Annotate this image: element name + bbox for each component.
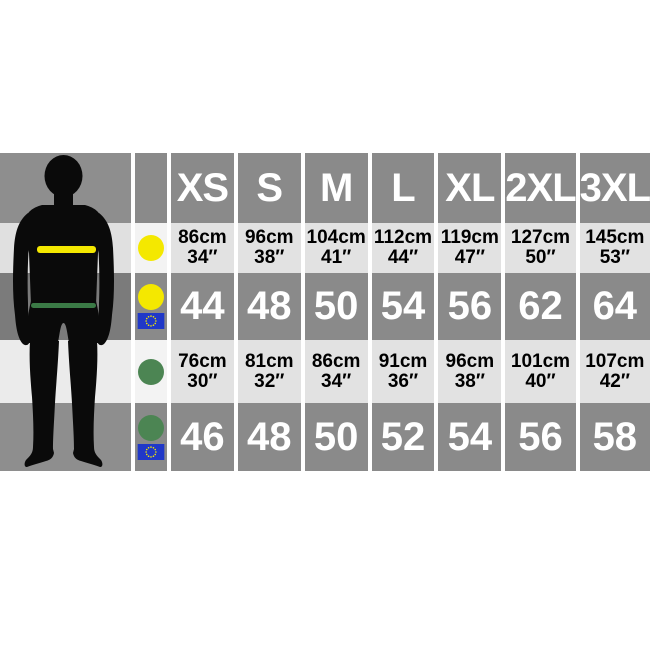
waist-cm-cell: 107cm 42″ [579,340,650,403]
chest-eu-cell: 50 [304,273,368,340]
chest-eu-cell: 54 [371,273,435,340]
chest-cm-value: 104cm [306,227,366,248]
panel-stripe [0,340,131,403]
chest-in-value: 44″ [387,247,419,268]
waist-cm-value: 76cm [178,350,227,372]
chest-eu-cell: 48 [237,273,301,340]
chest-cm-cell: 86cm 34″ [171,223,234,273]
chest-cm-value: 112cm [373,227,433,248]
waist-eu-cell: 54 [438,403,502,471]
waist-cm-cell: 91cm 36″ [371,340,435,403]
waist-cm-cell: 76cm 30″ [171,340,234,403]
chest-in-value: 34″ [187,247,218,268]
chest-eu-cell: 62 [505,273,576,340]
size-header-s: S [237,153,301,223]
chest-cm-value: 96cm [244,227,294,248]
chest-cm-cell: 145cm 53″ [579,223,650,273]
waist-in-value: 32″ [254,370,285,392]
panel-stripe [0,403,131,471]
waist-cm-value: 86cm [311,350,361,372]
waist-in-value: 42″ [599,370,630,392]
chest-cm-value: 86cm [178,227,227,248]
chest-in-value: 41″ [321,247,352,268]
waist-in-value: 36″ [387,370,419,392]
waist-in-value: 34″ [321,370,352,392]
male-silhouette [13,155,114,467]
green-dot-icon [138,358,164,385]
chest-cm-value: 127cm [510,227,571,248]
waist-cm-cell: 101cm 40″ [505,340,576,403]
chest-in-value: 50″ [525,247,556,268]
chest-eu-cell: 44 [171,273,234,340]
waist-cm-cell: 96cm 38″ [438,340,502,403]
chest-eu-cell: 56 [438,273,502,340]
green-dot-icon [138,414,164,441]
chest-cm-value: 145cm [585,227,645,248]
waist-in-value: 38″ [454,370,485,392]
chest-cm-value: 119cm [440,227,499,248]
waist-cm-value: 81cm [244,350,294,372]
chest-cm-cell: 104cm 41″ [304,223,368,273]
size-header-2xl: 2XL [505,153,577,223]
waist-measure-line [31,303,96,308]
waist-eu-cell: 58 [579,403,650,471]
size-header-xs: XS [171,153,234,223]
waist-cm-value: 101cm [510,350,571,372]
waist-cm-cell: 81cm 32″ [237,340,301,403]
waist-eu-cell: 48 [237,403,301,471]
size-table: XS S M L XL 2XL 3XL 86cm 34″ 96cm 38″ 10… [135,153,650,471]
chest-cm-cell: 96cm 38″ [237,223,301,273]
chest-in-value: 53″ [599,247,630,268]
eu-flag-icon [137,313,165,329]
chest-measure-line [37,246,96,253]
legend-chest-eu-marker [135,273,167,340]
legend-header-cell [135,153,167,223]
figure-panel [0,153,131,471]
waist-eu-cell: 56 [505,403,576,471]
chest-in-value: 38″ [254,247,285,268]
waist-in-value: 30″ [187,370,218,392]
eu-flag-icon [137,443,165,460]
yellow-dot-icon [138,235,164,261]
chest-cm-cell: 127cm 50″ [505,223,576,273]
yellow-dot-icon [138,284,164,310]
waist-cm-cell: 86cm 34″ [304,340,368,403]
size-header-xl: XL [438,153,502,223]
size-header-m: M [304,153,368,223]
chest-cm-cell: 112cm 44″ [371,223,435,273]
size-chart-band: XS S M L XL 2XL 3XL 86cm 34″ 96cm 38″ 10… [0,153,650,471]
legend-waist-marker [135,340,167,403]
legend-waist-eu-marker [135,403,167,471]
waist-cm-value: 96cm [445,350,495,372]
chest-cm-cell: 119cm 47″ [438,223,502,273]
waist-cm-value: 107cm [585,350,645,372]
size-header-l: L [371,153,435,223]
legend-chest-marker [135,223,167,273]
waist-eu-cell: 46 [171,403,234,471]
chest-in-value: 47″ [454,247,485,268]
size-header-3xl: 3XL [579,153,650,223]
waist-eu-cell: 52 [371,403,435,471]
chest-eu-cell: 64 [579,273,650,340]
waist-cm-value: 91cm [378,350,428,372]
waist-in-value: 40″ [525,370,556,392]
waist-eu-cell: 50 [304,403,368,471]
